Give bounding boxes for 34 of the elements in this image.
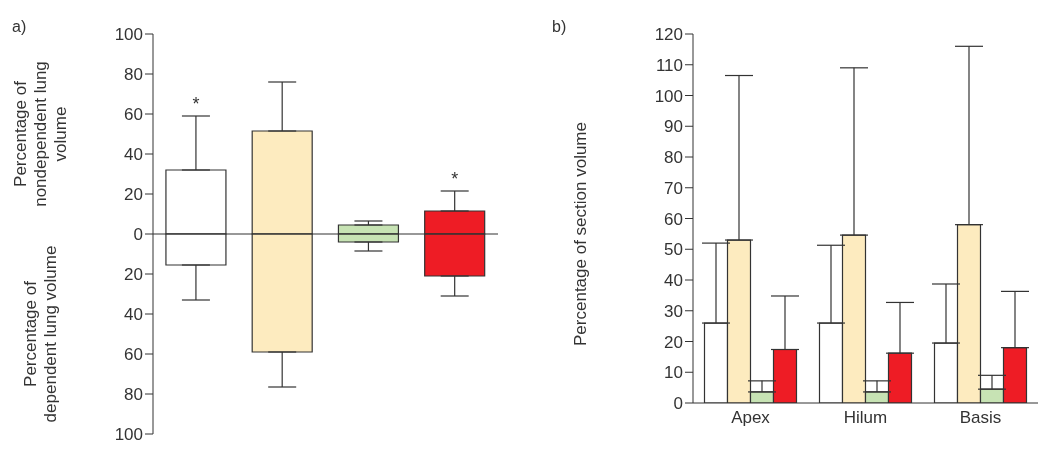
data-label: * bbox=[451, 169, 459, 189]
y-tick-label: 40 bbox=[124, 305, 143, 325]
y-tick-label: 60 bbox=[664, 209, 683, 229]
text: b) bbox=[552, 18, 567, 36]
y-axis-title: Percentage of nondependent lung volume bbox=[11, 60, 71, 209]
text: a) bbox=[12, 18, 27, 36]
y-tick-label: 120 bbox=[654, 25, 683, 45]
y-axis-title: Percentage of section volume bbox=[571, 121, 591, 348]
y-tick-label: 80 bbox=[664, 148, 683, 168]
y-tick-label: 20 bbox=[124, 185, 143, 205]
y-tick-label: 90 bbox=[664, 117, 683, 137]
y-tick-label: 0 bbox=[133, 225, 143, 245]
y-tick-label: 40 bbox=[124, 145, 143, 165]
y-tick-label: 50 bbox=[664, 240, 683, 260]
y-tick-label: 40 bbox=[664, 271, 683, 291]
text: Percentage of dependent lung volume bbox=[21, 244, 61, 425]
x-tick-label: Hilum bbox=[843, 408, 888, 428]
x-tick-label: Apex bbox=[731, 408, 771, 428]
y-tick-label: 80 bbox=[124, 65, 143, 85]
y-tick-label: 70 bbox=[664, 178, 683, 198]
y-tick-label: 80 bbox=[124, 385, 143, 405]
y-tick-label: 20 bbox=[124, 265, 143, 285]
x-tick-label: Basis bbox=[959, 408, 1002, 428]
y-tick-label: 20 bbox=[664, 332, 683, 352]
y-tick-label: 100 bbox=[654, 86, 683, 106]
y-tick-label: 10 bbox=[664, 363, 683, 383]
data-label: * bbox=[192, 94, 200, 114]
y-tick-label: 30 bbox=[664, 301, 683, 321]
y-tick-label: 60 bbox=[124, 105, 143, 125]
y-tick-label: 100 bbox=[114, 425, 143, 445]
y-tick-label: 0 bbox=[673, 394, 683, 414]
y-tick-label: 110 bbox=[655, 55, 683, 75]
y-tick-label: 100 bbox=[114, 25, 143, 45]
y-tick-label: 60 bbox=[124, 345, 143, 365]
